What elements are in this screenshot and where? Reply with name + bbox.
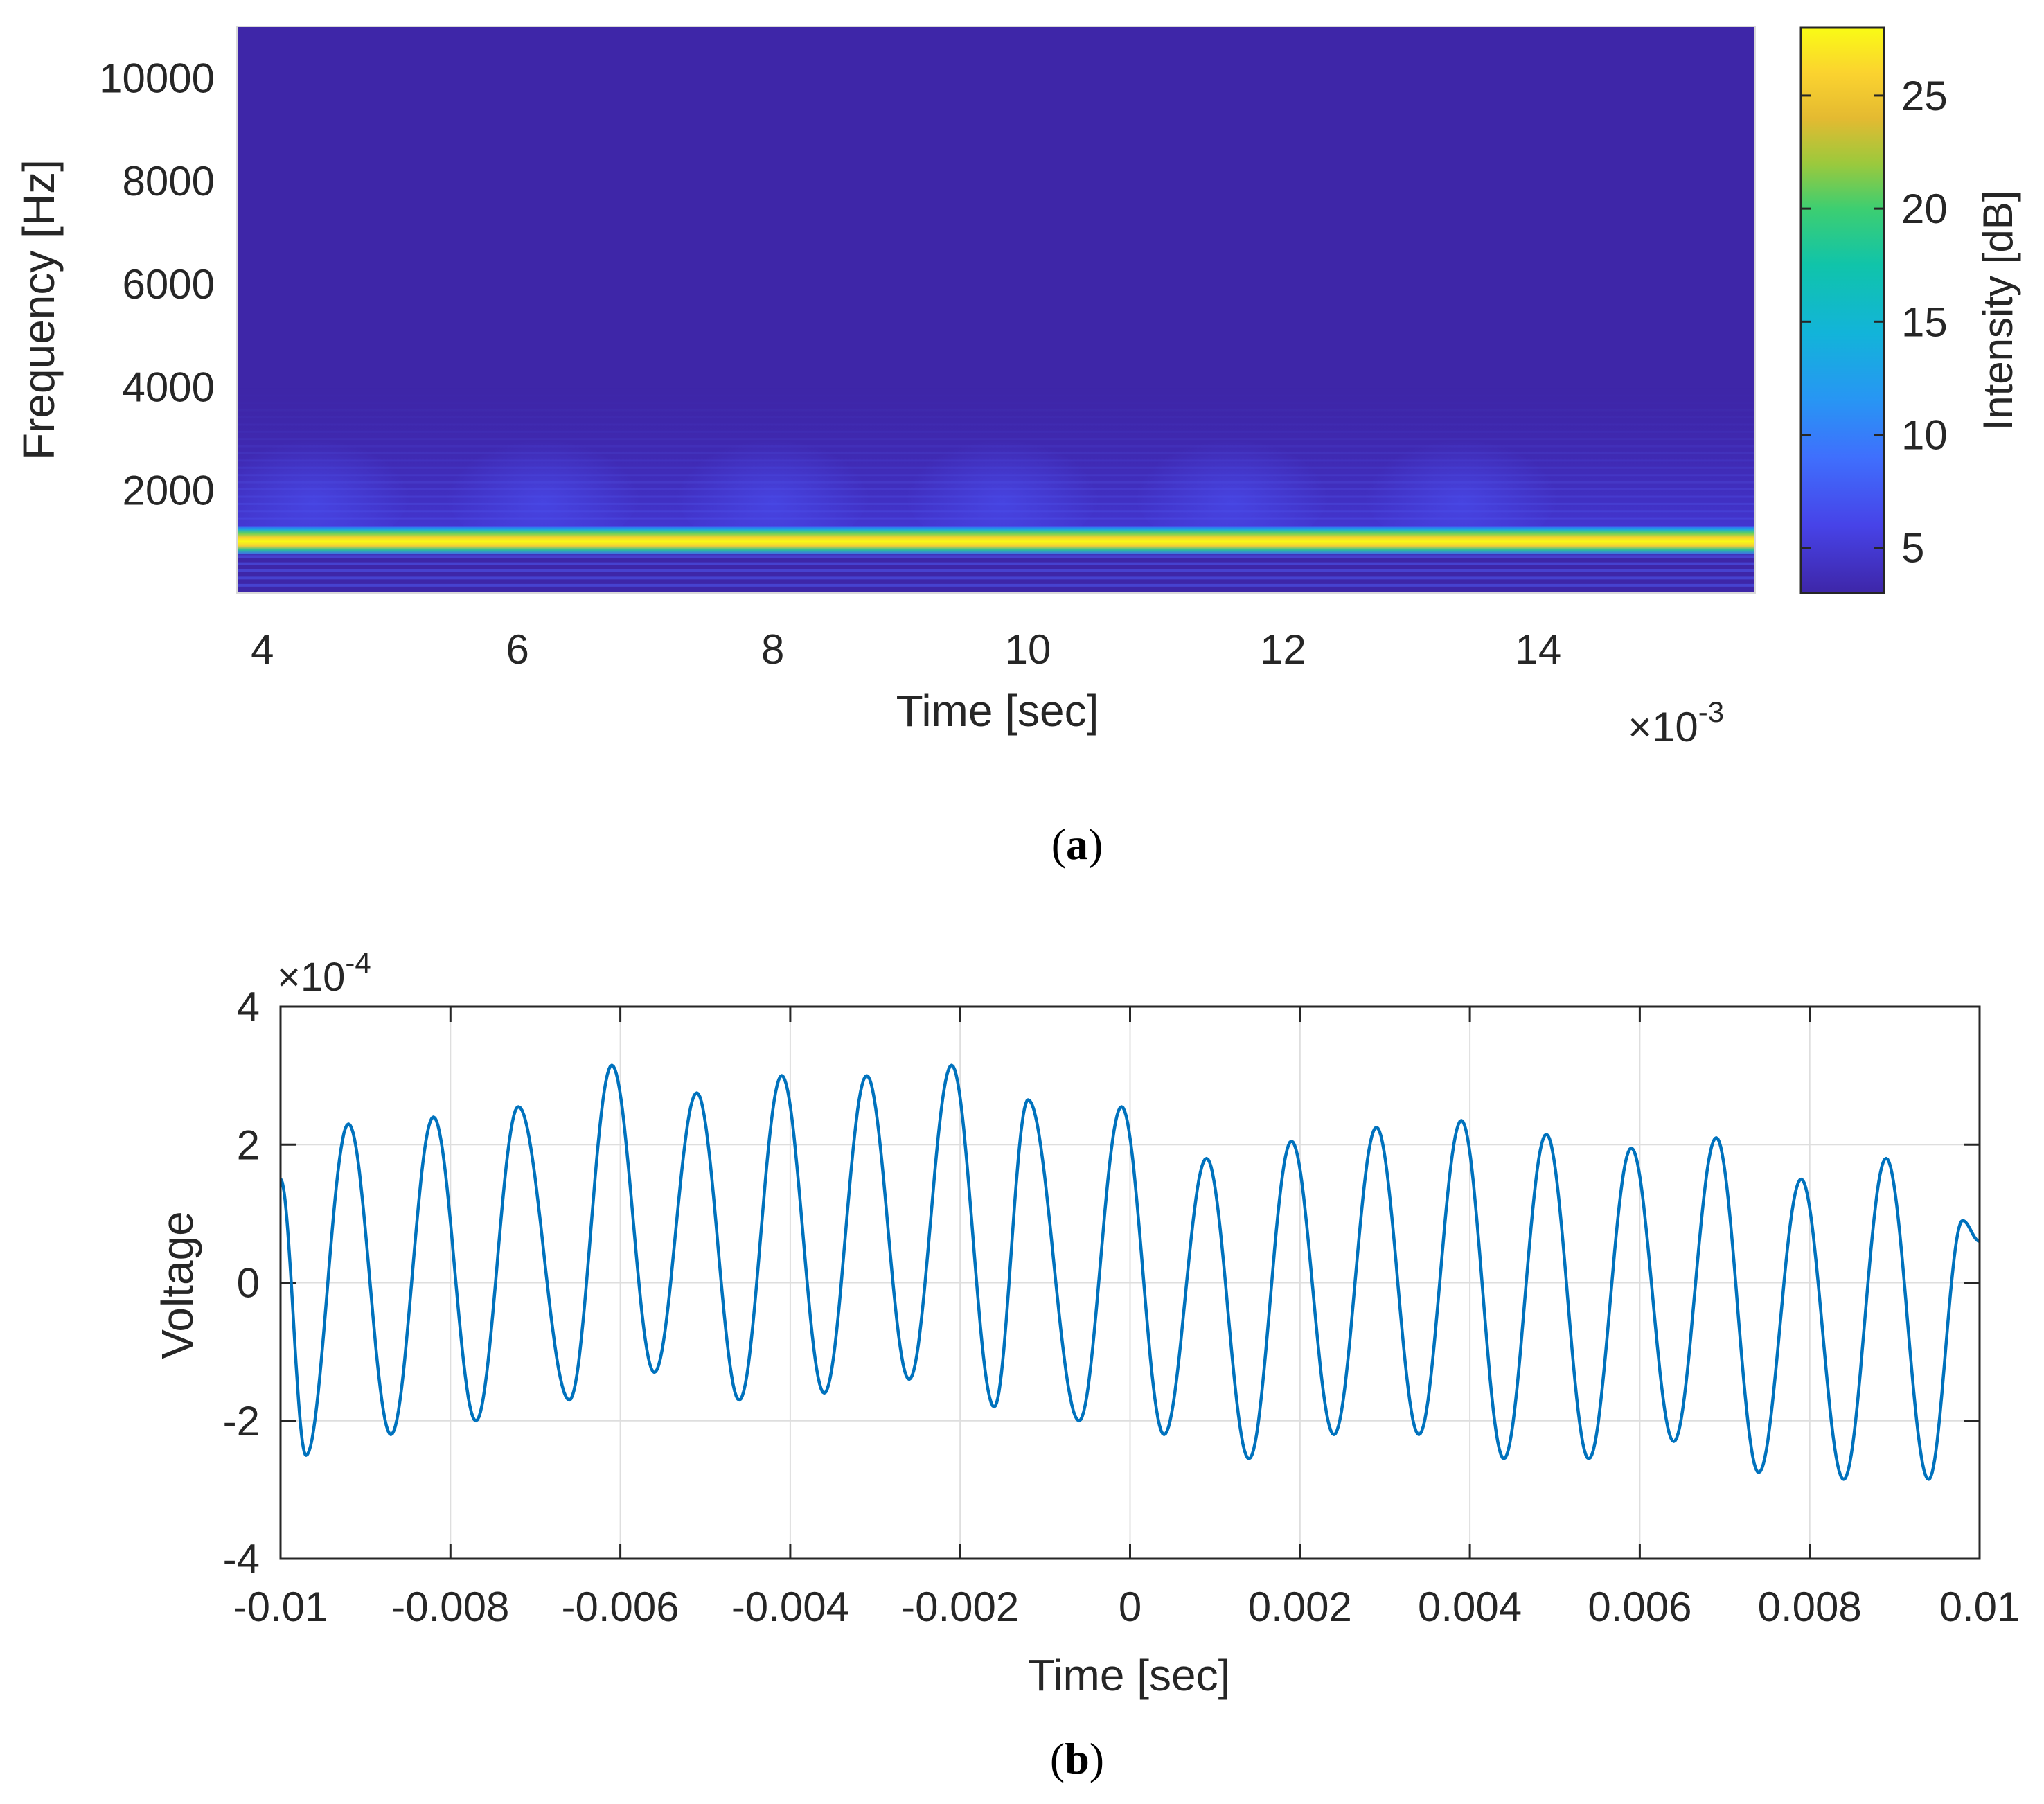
a-x-exponent: ×10-3: [1628, 696, 1724, 750]
a-y-tick-label: 2000: [123, 467, 215, 513]
spectrogram-frame: [236, 26, 1756, 594]
a-x-tick-label: 12: [1260, 626, 1306, 673]
colorbar: [1799, 26, 1885, 594]
bright-patch: [905, 427, 1100, 553]
a-x-tick-labels: 4 6 8 10 12 14: [251, 626, 1561, 673]
a-x-tick-label: 8: [761, 626, 784, 673]
bright-patch: [237, 427, 411, 553]
line-plot-frame: [279, 1005, 1981, 1560]
bright-patches: [237, 427, 1559, 553]
b-y-tick-labels: -4 -2 0 2 4: [223, 984, 260, 1582]
voltage-line: [281, 1063, 1980, 1481]
b-y-tick-label: 4: [237, 984, 260, 1030]
b-x-tick-label: -0.002: [901, 1584, 1019, 1630]
a-y-tick-labels: 2000 4000 6000 8000 10000: [99, 55, 215, 513]
b-y-tick-label: -4: [223, 1536, 260, 1582]
bright-patch: [1135, 427, 1329, 553]
b-x-tick-label: 0: [1119, 1584, 1141, 1630]
a-y-tick-label: 4000: [123, 364, 215, 411]
b-x-tick-label: 0.004: [1418, 1584, 1522, 1630]
b-y-axis-label: Voltage: [152, 1211, 202, 1359]
b-x-tick-label: -0.008: [391, 1584, 509, 1630]
a-x-axis-label: Time [sec]: [896, 686, 1099, 736]
bright-patch: [446, 427, 641, 553]
bright-patch: [1365, 427, 1559, 553]
b-x-tick-label: -0.004: [731, 1584, 849, 1630]
a-x-tick-label: 10: [1005, 626, 1051, 673]
bright-patch: [675, 427, 870, 553]
a-y-axis-label: Frequency [Hz]: [14, 159, 64, 460]
b-x-tick-label: 0.006: [1588, 1584, 1691, 1630]
a-x-tick-label: 4: [251, 626, 274, 673]
b-x-tick-label: 0.008: [1758, 1584, 1862, 1630]
colorbar-tick-label: 15: [1901, 299, 1948, 345]
colorbar-label: Intensity [dB]: [1975, 191, 2021, 431]
b-y-tick-label: -2: [223, 1398, 260, 1444]
b-y-tick-label: 2: [237, 1122, 260, 1168]
a-y-tick-label: 8000: [123, 158, 215, 204]
colorbar-tick-label: 20: [1901, 186, 1948, 232]
b-x-tick-label: 0.002: [1248, 1584, 1352, 1630]
b-x-tick-labels: -0.01 -0.008 -0.006 -0.004 -0.002 0 0.002 0.004…: [233, 1584, 2020, 1630]
series-voltage: [281, 1063, 1980, 1481]
colorbar-tick-label: 5: [1901, 525, 1924, 572]
dominant-frequency-band: [237, 526, 1755, 555]
a-x-tick-label: 14: [1515, 626, 1561, 673]
b-y-tick-label: 0: [237, 1260, 260, 1307]
caption-b: (b): [1050, 1734, 1104, 1783]
b-x-tick-label: -0.006: [562, 1584, 679, 1630]
panel-b: -4 -2 0 2 4 -0.01 -0.008 -0.006 -0.004 -0.002 0 0.…: [152, 946, 2020, 1783]
colorbar-tick-label: 25: [1901, 73, 1948, 119]
spectrogram-plot-area: [237, 26, 1755, 593]
a-y-tick-label: 6000: [123, 261, 215, 308]
b-y-exponent: ×10-4: [277, 946, 371, 1000]
colorbar-tick-label: 10: [1901, 412, 1948, 459]
b-x-tick-label: 0.01: [1939, 1584, 2020, 1630]
a-x-tick-label: 6: [506, 626, 529, 673]
b-x-tick-label: -0.01: [233, 1584, 328, 1630]
caption-a: (a): [1051, 820, 1103, 869]
panel-a: 2000 4000 6000 8000 10000 4 6 8 10 12 14 Frequenc…: [14, 26, 2021, 869]
a-y-tick-label: 10000: [99, 55, 215, 101]
colorbar-tick-labels: 5 10 15 20 25: [1801, 73, 1948, 572]
b-x-axis-label: Time [sec]: [1028, 1650, 1231, 1700]
